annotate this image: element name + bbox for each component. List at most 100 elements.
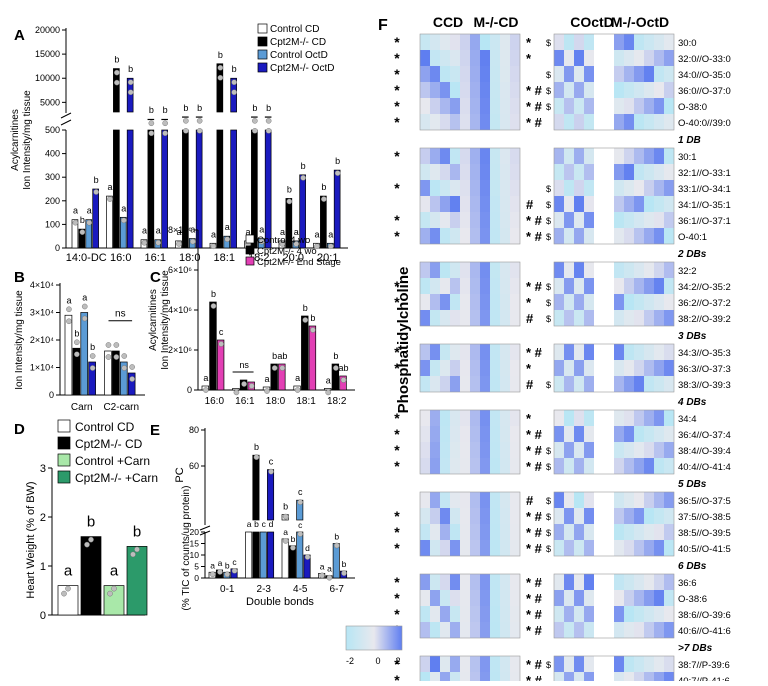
panel-f-cell [490,672,500,686]
panel-f-cell [510,410,520,426]
panel-a-sig-letter: b [197,103,202,113]
panel-e-bar [281,538,289,579]
panel-f-cell [614,228,624,244]
panel-f-cell [460,524,470,540]
panel-f-cell [470,294,480,310]
panel-f-cell [584,376,594,392]
panel-a-sig-letter: a [245,227,250,237]
panel-f-cell [584,426,594,442]
panel-b-tick-label: 0 [49,390,54,400]
panel-f-mark-dollar: $ [546,314,551,324]
panel-f-cell [450,376,460,392]
panel-f-cell [654,458,664,474]
panel-f-cell [664,278,674,294]
panel-f-cell [490,82,500,98]
panel-f-cell [430,656,440,672]
panel-f-cell [420,508,430,524]
panel-b-dot [66,318,72,325]
panel-f-cell [440,622,450,638]
panel-f-cell [510,294,520,310]
panel-f-row-label: 34:0//O-35:0 [678,70,731,81]
panel-f-cell [624,66,634,82]
panel-f-cell [470,540,480,556]
panel-f-cell [430,278,440,294]
panel-c-sig-letter: b [211,289,216,299]
panel-f-cell [440,180,450,196]
panel-f-row-label: 36:1//O-37:1 [678,216,731,227]
panel-f-cell [430,66,440,82]
panel-f-cell [460,34,470,50]
panel-f-cell [564,262,574,278]
panel-f-cell [614,34,624,50]
panel-a-sig-letter: b [232,64,237,74]
panel-f-cell [420,164,430,180]
panel-e-ylabel-lower: (% TIC of counts/ug protein) [181,486,192,611]
panel-f-cell [450,606,460,622]
panel-f-cell [480,442,490,458]
panel-f-row-label: 36:5//O-37:5 [678,496,731,507]
panel-e-dot [253,454,260,461]
panel-f-side-label: Phosphatidylcholine [395,267,412,414]
panel-f-cell [564,196,574,212]
panel-f-cell [430,164,440,180]
panel-e-tick-label: 60 [189,461,199,471]
panel-f-cell [584,180,594,196]
panel-f-mark-left: * [394,508,400,524]
panel-f-cell [430,310,440,326]
panel-d-dot [107,590,113,597]
panel-b-bar [119,361,128,396]
panel-f-cell [460,228,470,244]
panel-f-row-label: O-40:0//39:0 [678,118,731,129]
panel-f-block-outline [553,147,675,245]
panel-c-tick-label: 6×10⁶ [168,265,192,275]
panel-f-mark-mid: * # [526,443,543,458]
panel-d-tick-label: 3 [40,463,46,475]
panel-f-cell [480,492,490,508]
panel-f-mark-mid: * # [526,509,543,524]
panel-f-cell [430,426,440,442]
panel-f-mark-dollar: $ [546,282,551,292]
panel-a-dot [293,241,300,247]
panel-f-cell [510,540,520,556]
panel-f-cell [430,508,440,524]
panel-f-cell [470,82,480,98]
panel-f-mark-mid: * # [526,229,543,244]
panel-f-cell [420,310,430,326]
panel-a-sig-letter: a [328,229,333,239]
panel-f-cell [634,590,644,606]
panel-f-cell [510,262,520,278]
panel-f-cell [460,50,470,66]
panel-a-legend-swatch [257,36,268,47]
panel-f-cell [664,66,674,82]
panel-a-dot [79,229,86,235]
panel-f-row-label: 30:1 [678,152,697,163]
panel-f-cell [554,492,564,508]
panel-f-cell [480,196,490,212]
panel-f-cell [654,426,664,442]
panel-f-cell [440,508,450,524]
panel-f-cell [634,228,644,244]
panel-a-bar [71,219,79,249]
panel-e-sig-letter: c [232,557,237,567]
panel-f-cell [450,82,460,98]
panel-a-bar [216,63,224,113]
panel-f-cell [430,590,440,606]
panel-b-tick-label: 1×10⁴ [30,363,54,373]
panel-f-mark-left: * [394,360,400,376]
panel-f-block-outline [419,343,521,393]
panel-a-dot [127,89,134,96]
panel-f-cell [510,492,520,508]
panel-f-row-label: 34:3//O-35:3 [678,348,731,359]
panel-f-column-header: COctD [570,14,614,30]
panel-f-cell [634,574,644,590]
panel-f-cell [554,376,564,392]
panel-f-cell [624,196,634,212]
panel-f-cell [614,98,624,114]
panel-f-cell [500,344,510,360]
panel-a-ylabel: Acylcarnitines [10,109,21,171]
panel-f-mark-dollar: $ [546,446,551,456]
panel-f-cell [664,574,674,590]
panel-f-cell [644,212,654,228]
panel-f-cell [634,458,644,474]
panel-f-cell [564,344,574,360]
